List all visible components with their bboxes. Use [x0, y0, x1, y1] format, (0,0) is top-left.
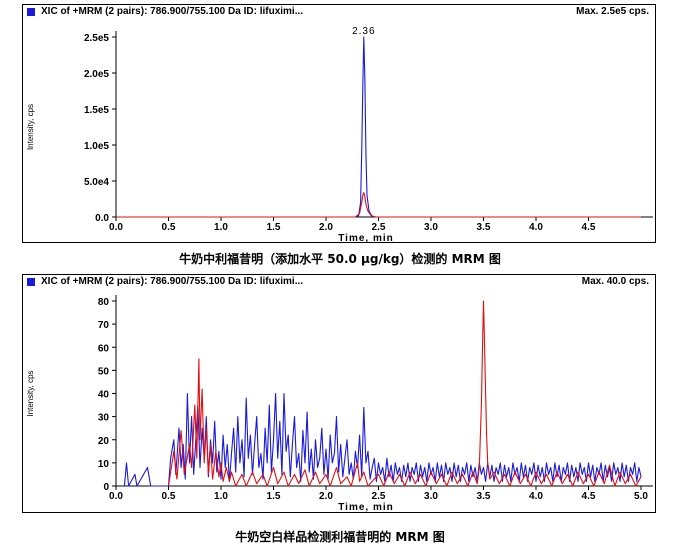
- chart-panel-spiked: XIC of +MRM (2 pairs): 786.900/755.100 D…: [22, 4, 656, 244]
- x-tick-label: 2.0: [319, 222, 333, 233]
- chart-panel-blank: XIC of +MRM (2 pairs): 786.900/755.100 D…: [22, 274, 656, 513]
- x-tick-label: 0.0: [109, 222, 123, 233]
- x-tick-label: 1.0: [214, 222, 228, 233]
- x-tick-label: 4.0: [529, 222, 543, 233]
- x-tick-label: 1.0: [214, 491, 228, 502]
- chart-header: XIC of +MRM (2 pairs): 786.900/755.100 D…: [23, 5, 655, 19]
- x-tick-label: 1.5: [267, 491, 281, 502]
- y-tick-label: 20: [98, 436, 110, 447]
- y-tick-label: 5.0e4: [84, 177, 109, 188]
- x-tick-label: 4.5: [582, 222, 596, 233]
- y-tick-label: 80: [98, 297, 110, 308]
- y-tick-label: 40: [98, 390, 110, 401]
- y-tick-label: 70: [98, 320, 110, 331]
- x-tick-label: 2.0: [319, 491, 333, 502]
- series-line-red: [167, 300, 642, 487]
- chromatogram-plot-spiked: 0.0 5.0e4 1.0e5 1.5e5 2.0e5 2.5e5 0.0 0.5 1.0 1.5…: [26, 26, 653, 244]
- x-tick-label: 2.5: [372, 491, 386, 502]
- series-line-blue: [123, 392, 642, 487]
- xic-title: XIC of +MRM (2 pairs): 786.900/755.100 D…: [41, 6, 304, 17]
- series-square-icon: [27, 278, 35, 286]
- x-tick-label: 0.5: [162, 491, 176, 502]
- peak-retention-label: 2.36: [352, 26, 375, 37]
- x-tick-label: 3.0: [424, 222, 438, 233]
- x-tick-label: 5.0: [634, 491, 648, 502]
- x-axis-label: Time, min: [338, 233, 394, 244]
- max-intensity-label: Max. 40.0 cps.: [581, 276, 649, 287]
- x-tick-label: 4.5: [582, 491, 596, 502]
- y-tick-label: 1.5e5: [84, 105, 109, 116]
- x-tick-label: 0.0: [109, 491, 123, 502]
- x-tick-label: 2.5: [372, 222, 386, 233]
- x-tick-label: 3.5: [477, 222, 491, 233]
- x-tick-label: 0.5: [162, 222, 176, 233]
- y-tick-label: 60: [98, 343, 110, 354]
- y-axis-label: Intensity, cps: [26, 370, 35, 416]
- chromatogram-plot-blank: 0 10 20 30 40 50 60 70 80 0.0 0.5 1.0 1.5 2.0 2.5 3.0 3.…: [26, 295, 653, 513]
- series-line-blue: [116, 36, 641, 218]
- caption-blank: 牛奶空白样品检测利福昔明的 MRM 图: [235, 530, 445, 544]
- chart-header: XIC of +MRM (2 pairs): 786.900/755.100 D…: [23, 275, 655, 289]
- y-tick-label: 2.0e5: [84, 69, 109, 80]
- y-tick-label: 2.5e5: [84, 33, 109, 44]
- caption-spiked: 牛奶中利福昔明（添加水平 50.0 μg/kg）检测的 MRM 图: [179, 252, 501, 266]
- y-tick-label: 50: [98, 366, 110, 377]
- series-line-red: [116, 191, 641, 218]
- x-tick-label: 3.0: [424, 491, 438, 502]
- y-axis-label: Intensity, cps: [26, 104, 35, 150]
- x-tick-label: 1.5: [267, 222, 281, 233]
- y-tick-label: 0.0: [95, 213, 109, 224]
- series-square-icon: [27, 8, 35, 16]
- y-tick-label: 0: [103, 482, 109, 493]
- max-intensity-label: Max. 2.5e5 cps.: [576, 6, 649, 17]
- x-tick-label: 4.0: [529, 491, 543, 502]
- y-tick-label: 10: [98, 459, 110, 470]
- x-tick-label: 3.5: [477, 491, 491, 502]
- xic-title: XIC of +MRM (2 pairs): 786.900/755.100 D…: [41, 276, 304, 287]
- y-tick-label: 30: [98, 413, 110, 424]
- x-axis-label: Time, min: [338, 502, 394, 513]
- y-tick-label: 1.0e5: [84, 141, 109, 152]
